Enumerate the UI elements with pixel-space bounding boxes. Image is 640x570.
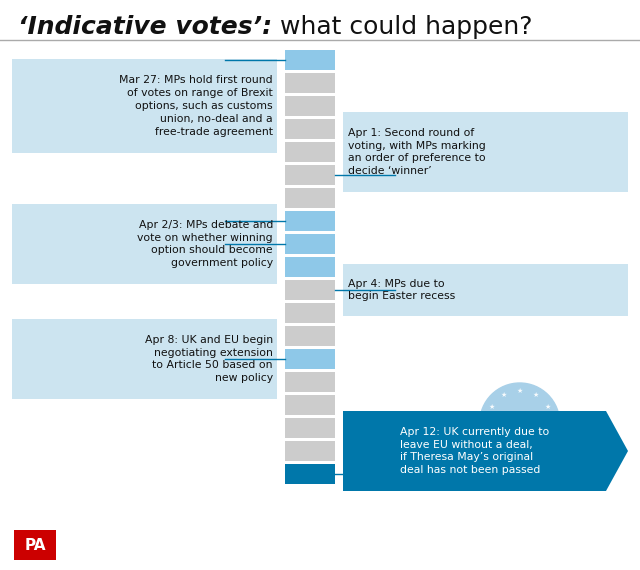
Text: ★: ★ (544, 404, 550, 410)
Bar (12, 319, 277, 399)
Bar (285, 326, 335, 346)
Bar (285, 96, 335, 116)
Bar (14, 530, 56, 560)
Text: ★: ★ (532, 392, 539, 398)
Text: PA: PA (24, 538, 45, 552)
Text: ★: ★ (548, 420, 555, 426)
Bar (285, 234, 335, 254)
Bar (285, 280, 335, 300)
Bar (285, 73, 335, 93)
Text: ★: ★ (484, 420, 491, 426)
Bar (285, 418, 335, 438)
Text: Apr 8: UK and EU begin
negotiating extension
to Article 50 based on
new policy: Apr 8: UK and EU begin negotiating exten… (145, 335, 273, 383)
Bar (285, 119, 335, 139)
Bar (285, 142, 335, 162)
Bar (285, 349, 335, 369)
Text: ★: ★ (500, 392, 507, 398)
Circle shape (480, 383, 560, 463)
Text: ★: ★ (489, 404, 495, 410)
Bar (285, 464, 335, 484)
Text: ‘Indicative votes’:: ‘Indicative votes’: (18, 15, 272, 39)
Text: Apr 2/3: MPs debate and
vote on whether winning
option should become
government : Apr 2/3: MPs debate and vote on whether … (138, 220, 273, 268)
Text: ★: ★ (516, 388, 523, 394)
Bar (12, 59, 277, 153)
Bar (285, 395, 335, 415)
Text: Apr 12: UK currently due to
leave EU without a deal,
if Theresa May’s original
d: Apr 12: UK currently due to leave EU wit… (400, 427, 549, 475)
Bar (285, 50, 335, 70)
Bar (285, 188, 335, 208)
Text: Apr 1: Second round of
voting, with MPs marking
an order of preference to
decide: Apr 1: Second round of voting, with MPs … (348, 128, 486, 176)
Text: what could happen?: what could happen? (272, 15, 532, 39)
Polygon shape (343, 411, 628, 491)
Text: Apr 4: MPs due to
begin Easter recess: Apr 4: MPs due to begin Easter recess (348, 279, 455, 302)
Text: Mar 27: MPs hold first round
of votes on range of Brexit
options, such as custom: Mar 27: MPs hold first round of votes on… (120, 75, 273, 137)
Bar (343, 264, 628, 316)
Bar (285, 257, 335, 277)
Bar (343, 112, 628, 192)
Bar (285, 441, 335, 461)
Bar (285, 211, 335, 231)
Bar (285, 303, 335, 323)
Bar (12, 204, 277, 284)
Bar (285, 372, 335, 392)
Bar (285, 165, 335, 185)
